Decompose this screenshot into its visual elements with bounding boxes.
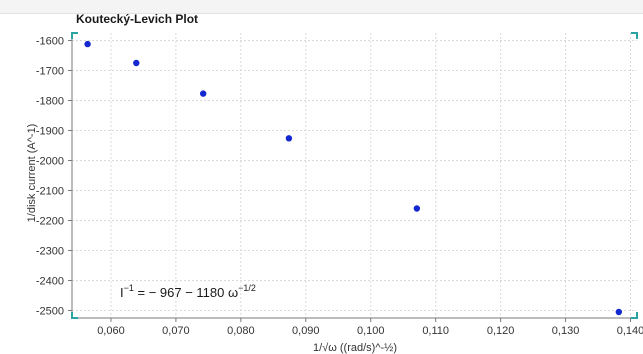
corner-accent-bottom-right [631, 312, 638, 319]
equation-term-i: I [120, 285, 124, 300]
y-tick-label: -1600 [36, 36, 64, 48]
y-tick-label: -2100 [36, 186, 64, 198]
x-tick-label: 0,070 [162, 325, 190, 337]
y-axis-label: 1/disk current (A^-1) [26, 124, 38, 223]
y-tick-label: -1700 [36, 66, 64, 78]
y-tick-label: -1900 [36, 126, 64, 138]
y-tick-label: -1800 [36, 96, 64, 108]
x-tick-label: 0,110 [422, 325, 449, 337]
data-point [199, 90, 207, 97]
x-tick-label: 0,100 [357, 325, 385, 337]
equation-exponent-2: −1/2 [238, 283, 256, 293]
y-tick-label: -2300 [36, 246, 64, 258]
corner-accent-top-left [71, 32, 78, 39]
corner-accent-bottom-left [71, 312, 78, 319]
data-point [133, 59, 140, 67]
data-point [615, 308, 623, 316]
y-tick-label: -2200 [36, 216, 64, 228]
axis-ticks: 0,060 0,070 0,080 0,090 0,100 0,110 0,120 0,130… [36, 36, 643, 338]
y-tick-label: -2000 [36, 156, 64, 168]
equation-body: = − 967 − 1180 ω [134, 285, 238, 300]
grid-lines [72, 33, 637, 318]
x-axis-label: 1/√ω ((rad/s)^-½) [313, 342, 397, 354]
y-tick-label: -2500 [36, 306, 64, 318]
x-tick-label: 0,060 [97, 325, 125, 337]
chart-title: Koutecký-Levich Plot [76, 12, 199, 26]
data-point [84, 40, 91, 48]
x-tick-label: 0,080 [227, 325, 255, 337]
x-tick-label: 0,120 [487, 325, 515, 337]
x-tick-label: 0,090 [292, 325, 320, 337]
data-point [413, 205, 421, 212]
x-tick-label: 0,140 [617, 325, 643, 337]
equation-exponent-1: −1 [124, 283, 134, 293]
x-tick-label: 0,130 [552, 325, 580, 337]
corner-accent-top-right [631, 32, 638, 39]
fit-equation: I−1 = − 967 − 1180 ω−1/2 [120, 283, 256, 300]
y-tick-label: -2400 [36, 276, 64, 288]
window-header [0, 0, 643, 14]
data-points [84, 40, 623, 316]
plot-frame [71, 32, 638, 319]
data-point [285, 135, 293, 142]
